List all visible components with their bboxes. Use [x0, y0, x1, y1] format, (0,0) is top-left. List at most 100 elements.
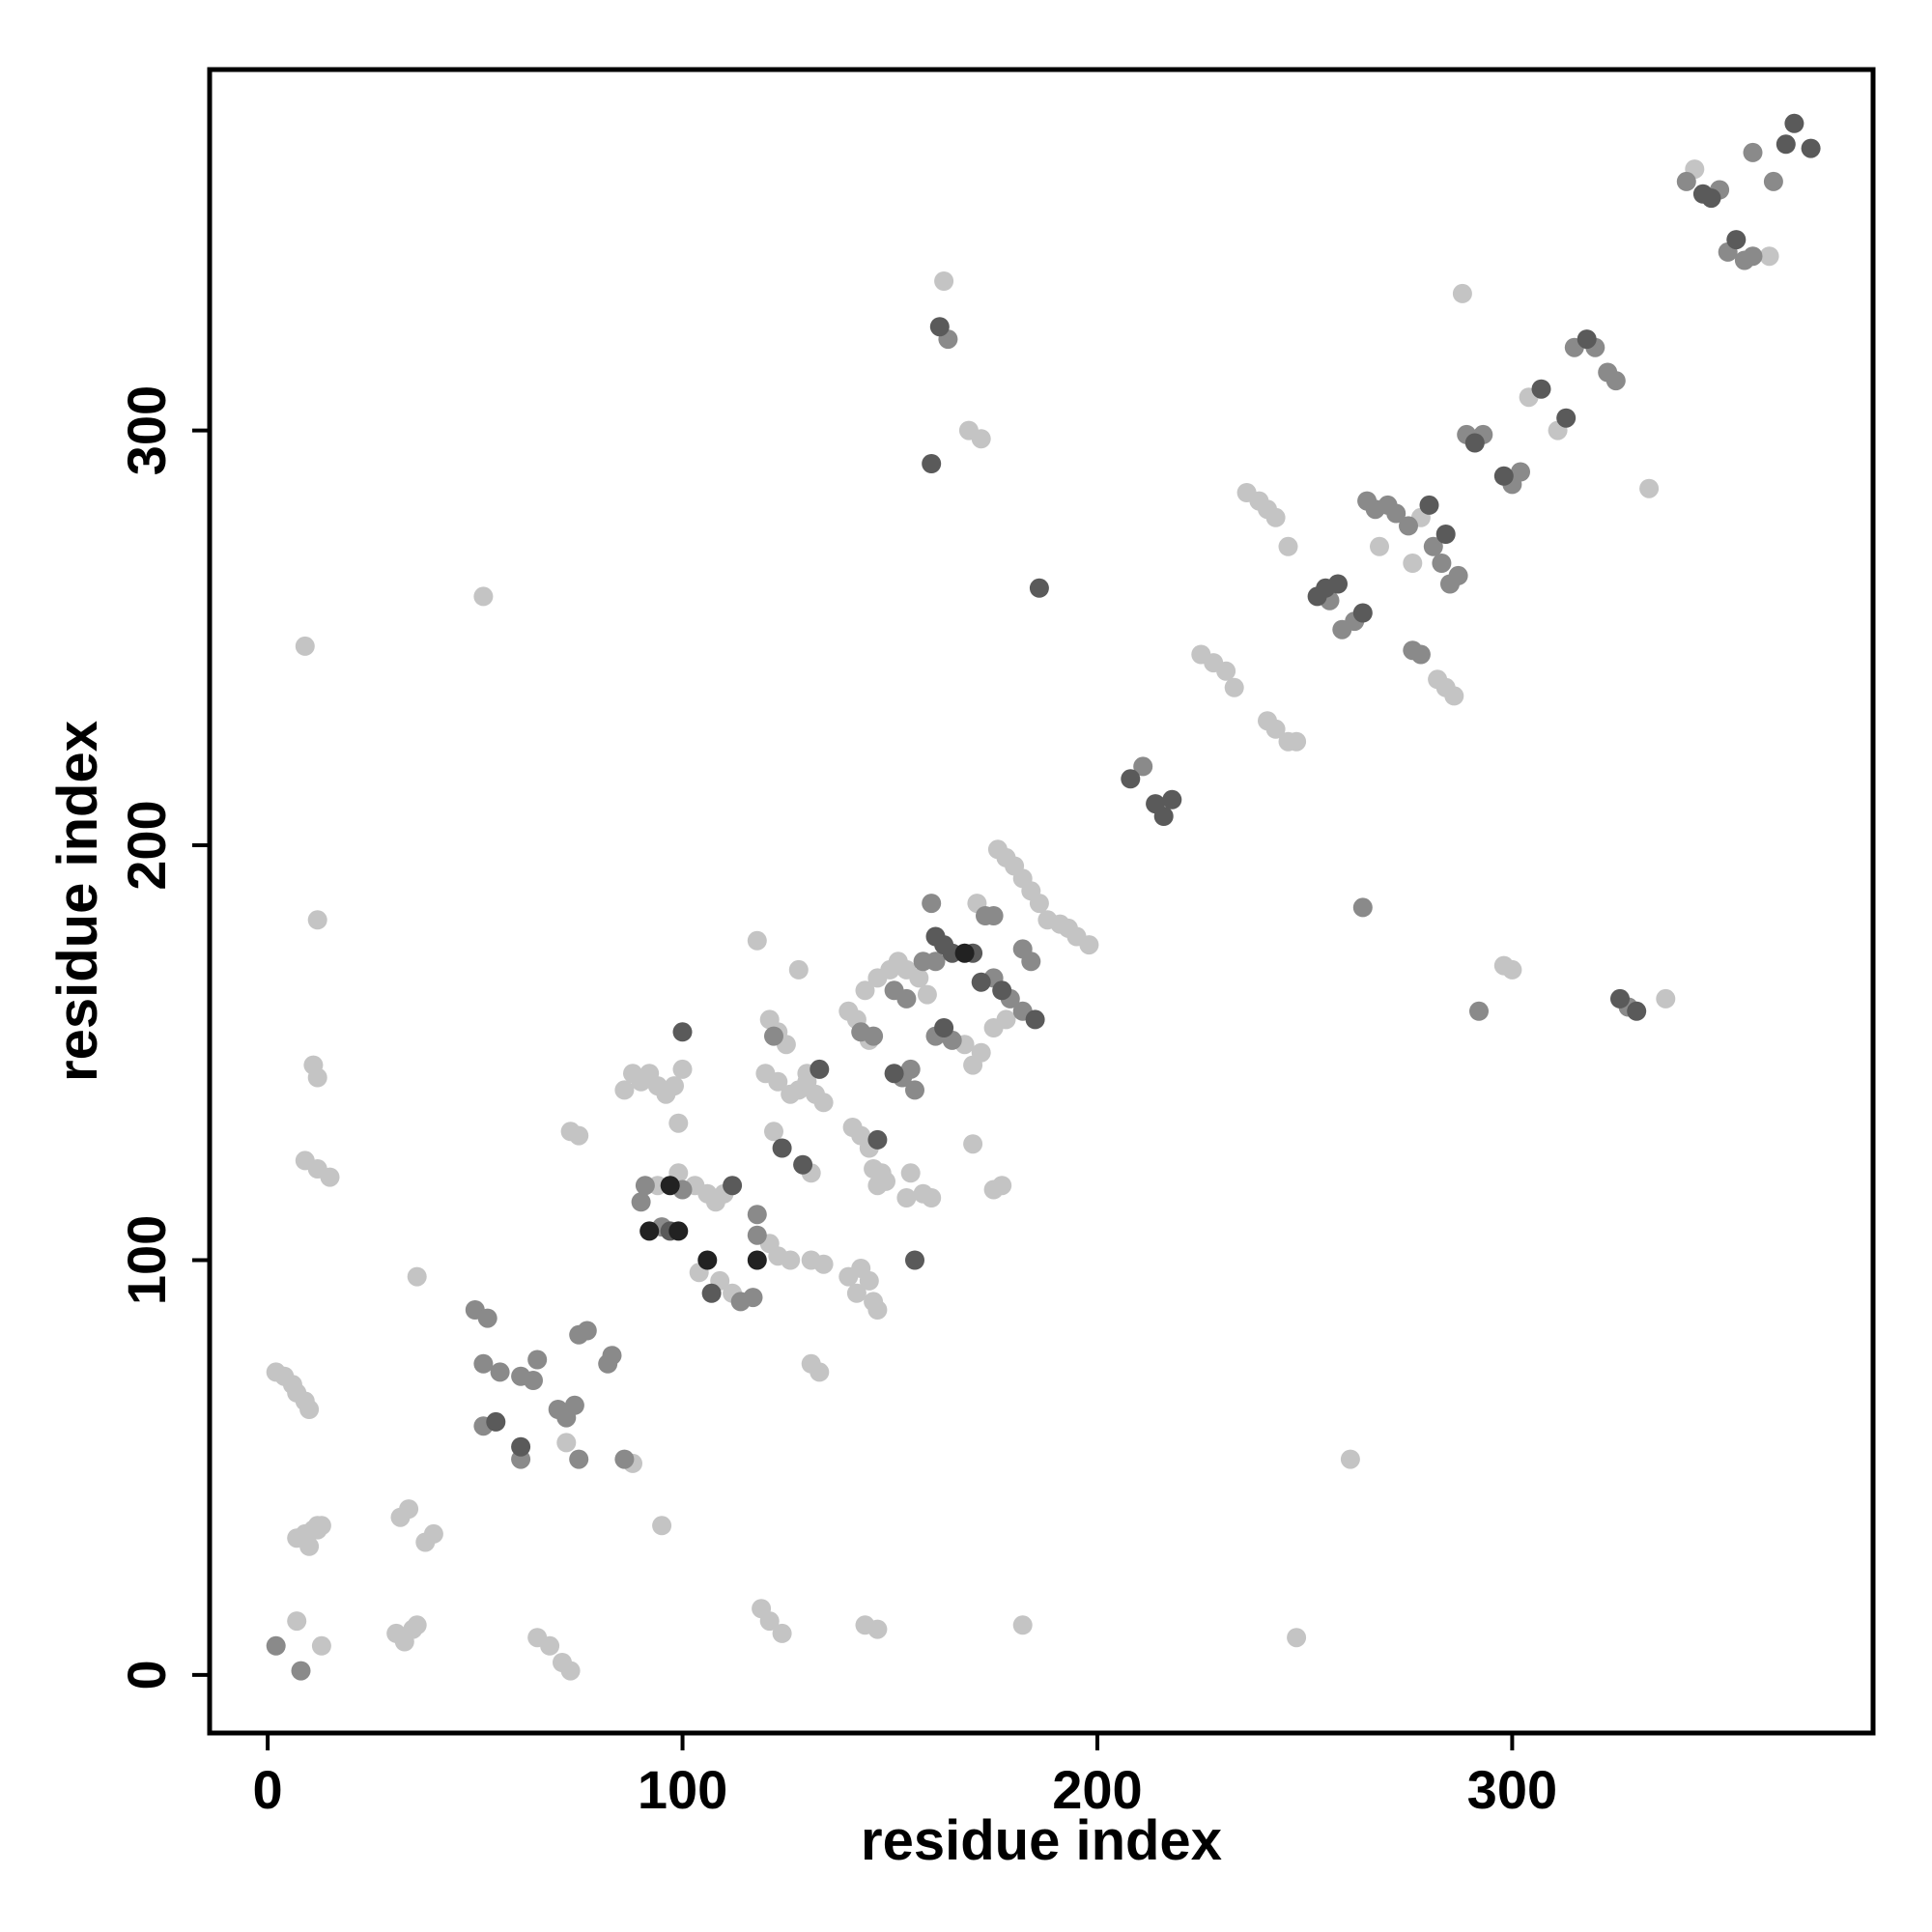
data-point — [631, 1192, 651, 1212]
data-point — [1029, 894, 1049, 914]
data-point — [1444, 686, 1464, 706]
data-point — [1386, 503, 1406, 524]
data-point — [747, 1225, 767, 1245]
x-axis: 0 100 200 300 — [253, 1733, 1557, 1820]
data-point — [772, 1138, 792, 1158]
data-point — [1610, 988, 1630, 1009]
data-point — [983, 906, 1004, 925]
data-point — [1370, 536, 1389, 556]
y-tick-label: 200 — [116, 800, 177, 890]
data-point — [490, 1362, 510, 1382]
data-point — [1423, 536, 1443, 556]
data-point — [660, 1176, 680, 1196]
data-point — [486, 1411, 506, 1432]
data-point — [672, 1022, 693, 1042]
data-point — [1287, 1628, 1307, 1648]
data-point — [291, 1661, 311, 1681]
y-axis: 0 100 200 300 — [116, 385, 210, 1690]
data-point — [477, 1308, 497, 1328]
data-point — [813, 1093, 834, 1113]
data-point — [1763, 171, 1783, 191]
data-point — [1556, 408, 1577, 428]
data-point — [747, 1250, 767, 1270]
data-point — [810, 1059, 830, 1079]
data-point — [1784, 113, 1804, 133]
data-point — [1029, 578, 1049, 598]
data-point — [407, 1615, 427, 1635]
data-point — [922, 1188, 942, 1208]
data-point — [511, 1436, 531, 1457]
data-point — [701, 1283, 722, 1303]
data-point — [1743, 246, 1763, 267]
data-point — [569, 1449, 589, 1469]
data-point — [1435, 525, 1456, 544]
data-point — [1216, 661, 1236, 681]
points-layer — [266, 113, 1821, 1681]
data-point — [855, 980, 875, 1001]
data-point — [723, 1176, 743, 1196]
data-point — [1511, 462, 1530, 482]
data-point — [320, 1167, 340, 1187]
data-point — [556, 1433, 577, 1453]
data-point — [614, 1449, 635, 1469]
data-point — [876, 1171, 895, 1191]
data-point — [1021, 952, 1041, 972]
y-tick-label: 100 — [116, 1215, 177, 1305]
data-point — [614, 1080, 635, 1100]
data-point — [772, 1623, 792, 1643]
data-point — [307, 1067, 327, 1088]
data-point — [905, 1080, 924, 1100]
data-point — [1287, 731, 1307, 752]
x-tick-label: 0 — [253, 1759, 283, 1820]
data-point — [909, 968, 929, 988]
data-point — [764, 1026, 783, 1046]
data-point — [922, 454, 942, 473]
data-point — [884, 1064, 904, 1084]
data-point — [759, 1611, 780, 1632]
data-point — [867, 1619, 888, 1639]
data-point — [577, 1321, 597, 1341]
data-point — [652, 1516, 672, 1536]
data-point — [768, 1071, 788, 1092]
data-point — [925, 952, 946, 972]
data-point — [1656, 988, 1676, 1009]
data-point — [390, 1507, 411, 1527]
data-point — [1639, 478, 1660, 498]
data-point — [564, 1395, 584, 1415]
y-axis-title: residue index — [46, 721, 109, 1082]
data-point — [1265, 719, 1286, 739]
data-point — [665, 1076, 684, 1096]
data-point — [764, 1122, 783, 1142]
data-point — [287, 1611, 307, 1632]
data-point — [864, 1026, 884, 1046]
data-point — [922, 894, 942, 914]
data-point — [1025, 1009, 1045, 1030]
data-point — [917, 984, 937, 1005]
data-point — [1726, 230, 1747, 250]
data-point — [1153, 807, 1174, 826]
data-point — [569, 1125, 589, 1146]
data-point — [788, 959, 809, 980]
data-point — [1605, 371, 1626, 391]
data-point — [1776, 134, 1796, 155]
data-point — [971, 429, 991, 449]
data-point — [1352, 603, 1373, 623]
data-point — [963, 1134, 983, 1154]
data-point — [743, 1288, 763, 1308]
data-point — [1464, 433, 1485, 453]
plot-frame — [207, 67, 1876, 1736]
data-point — [635, 1176, 655, 1196]
data-point — [1278, 536, 1298, 556]
data-point — [668, 1113, 689, 1133]
data-point — [1121, 769, 1141, 789]
data-point — [639, 1221, 660, 1241]
data-point — [299, 1400, 320, 1419]
data-point — [992, 1176, 1012, 1196]
y-tick-label: 300 — [116, 385, 177, 475]
data-point — [934, 271, 954, 291]
data-point — [423, 1523, 443, 1544]
data-point — [747, 1205, 767, 1225]
data-point — [1012, 1615, 1033, 1635]
data-point — [1759, 246, 1779, 267]
x-tick-label: 100 — [638, 1759, 727, 1820]
